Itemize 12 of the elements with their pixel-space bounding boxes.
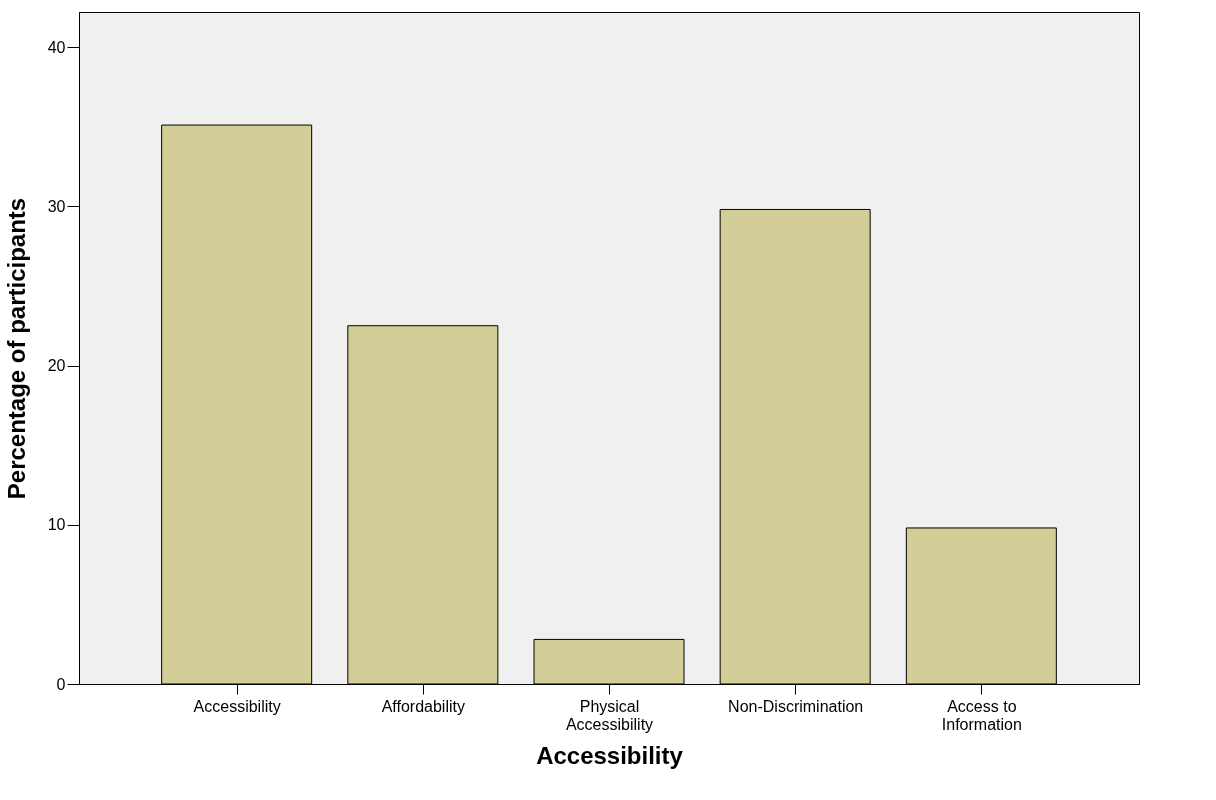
x-tick-label: Access to Information [941,697,1022,733]
y-tick-label: 40 [47,38,66,56]
y-tick-label: 10 [47,516,66,534]
x-tick-label: Non-Discrimination [728,697,864,715]
x-axis-title: Accessibility [536,741,684,769]
x-tick-label: Accessibility [193,697,281,715]
x-tick-label: Affordability [381,697,465,715]
y-tick-label: 0 [56,675,66,693]
y-tick-label: 20 [47,357,66,375]
y-tick-label: 30 [47,197,66,215]
y-axis-title: Percentage of participants [2,197,30,500]
x-tick-label: Physical Accessibility [565,697,654,733]
